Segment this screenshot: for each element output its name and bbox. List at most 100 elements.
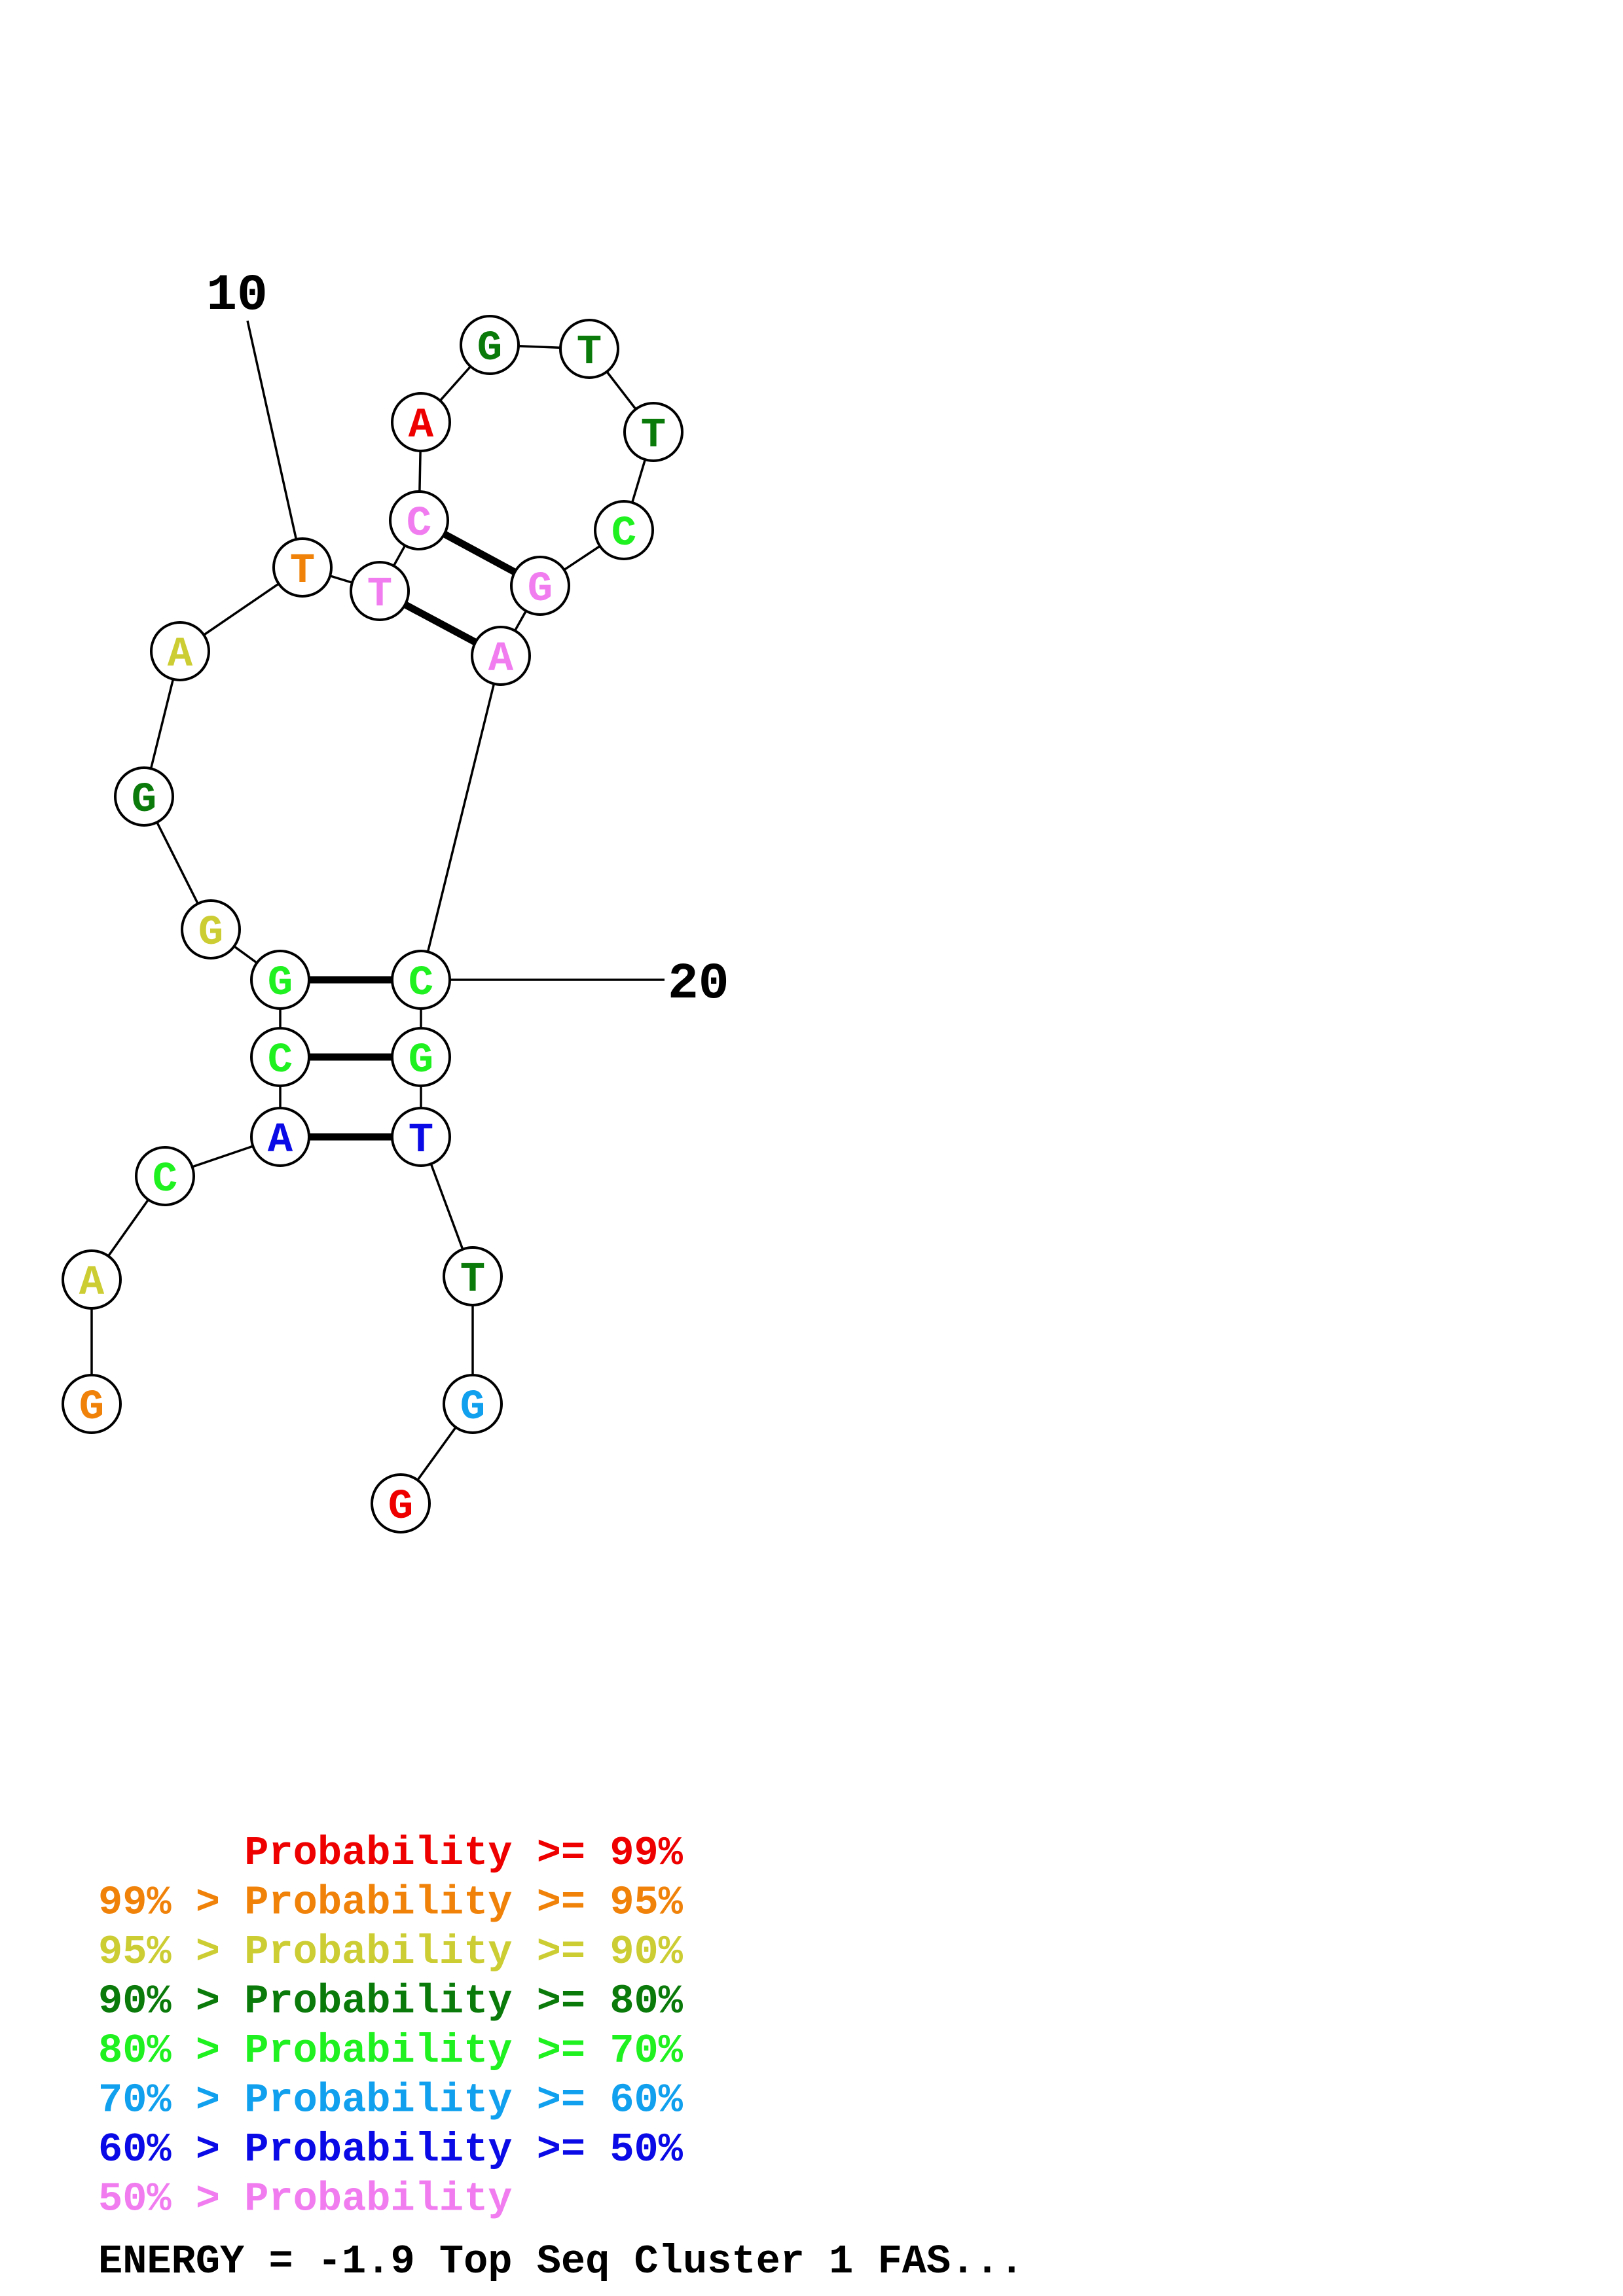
legend-entry: 60% > Probability >= 50% [98,2126,684,2173]
nucleotide-letter: G [132,777,156,824]
legend-entry: 70% > Probability >= 60% [98,2077,684,2124]
position-label: 20 [668,956,729,1013]
legend-entry: 95% > Probability >= 90% [98,1929,684,1975]
nucleotide: C [135,1146,195,1206]
nucleotide: A [62,1249,122,1310]
nucleotide: G [460,315,520,375]
nucleotide: G [371,1473,431,1534]
nucleotide-circle [391,1027,451,1087]
nucleotide-circle [389,490,449,550]
nucleotide-circle [62,1374,122,1434]
nucleotide: G [62,1374,122,1434]
nucleotide-letter: C [407,501,431,548]
nucleotide-letter: A [488,636,514,683]
nucleotide-letter: G [388,1484,413,1531]
nucleotide-letter: T [641,412,666,459]
legend-entry: 50% > Probability [98,2176,513,2223]
probability-legend: Probability >= 99%99% > Probability >= 9… [98,1830,684,2223]
legend-prefix: 99% > [98,1880,244,1926]
nucleotide-letter: T [577,329,602,376]
backbone-layer [90,344,655,1505]
nucleotide: C [594,500,654,560]
nucleotide: A [471,626,531,686]
nucleotide-letter: C [611,511,636,558]
nucleotide: G [114,766,174,827]
nucleotide-circle [250,1107,310,1167]
nucleotide-letter: G [409,1037,433,1085]
legend-body: Probability >= 99% [244,1830,684,1876]
legend-body: Probability >= 90% [244,1929,684,1975]
legend-body: Probability >= 50% [244,2126,684,2173]
position-tick [246,320,304,568]
nucleotide: T [443,1246,503,1306]
nucleotide-circle [272,537,333,598]
legend-prefix: 80% > [98,2028,244,2074]
nucleotide: T [272,537,333,598]
nucleotide: C [391,950,451,1010]
nucleotide-circle [510,556,570,616]
legend-prefix: 60% > [98,2126,244,2173]
nucleotide-letter: G [477,325,502,372]
nucleotide: G [510,556,570,616]
nucleotide: T [559,319,619,379]
nucleotide-letter: G [79,1384,104,1431]
nucleotide-letter: T [409,1117,433,1164]
nucleotide-letter: G [528,566,553,613]
nucleotide-circle [471,626,531,686]
legend-body: Probability >= 95% [244,1880,684,1926]
energy-footer: ENERGY = -1.9 Top Seq Cluster 1 FAS... [98,2238,1024,2285]
nucleotide: T [623,402,684,462]
legend-prefix: 90% > [98,1979,244,2025]
nucleotide: G [443,1374,503,1434]
nucleotide-letter: C [153,1157,177,1204]
nucleotide-letter: G [198,910,223,957]
legend-prefix: 70% > [98,2077,244,2124]
nucleotide: G [181,899,241,960]
nucleotide: C [389,490,449,550]
nucleotide-circle [391,950,451,1010]
backbone-link [420,655,502,980]
nucleotide-circle [391,1107,451,1167]
nucleotide-letter: A [268,1117,293,1164]
position-label-layer: 10 20 [206,267,729,1013]
nucleotide-circle [350,561,410,621]
nucleotide-circle [371,1473,431,1534]
nucleotide-circle [460,315,520,375]
nucleotide-letter: A [409,403,434,450]
nucleotide-circle [443,1246,503,1306]
nucleotide: G [250,950,310,1010]
nucleotide-circle [150,621,210,681]
nucleotide-letter: A [168,632,193,679]
nucleotide: G [391,1027,451,1087]
position-tick-layer [246,320,665,981]
nucleotide-circle [114,766,174,827]
nucleotide-letter: G [460,1384,485,1431]
nucleotide-circle [250,950,310,1010]
base-pair-bond [403,601,477,646]
legend-body: Probability [244,2176,512,2223]
nucleotide: A [250,1107,310,1167]
nucleotide-letter: T [460,1257,485,1304]
legend-body: Probability >= 60% [244,2077,684,2124]
nucleotide-circle [135,1146,195,1206]
base-pair-layer [309,531,517,1141]
legend-entry: 99% > Probability >= 95% [98,1880,684,1926]
nucleotide-letter: C [409,960,433,1007]
legend-prefix: 95% > [98,1929,244,1975]
position-label: 10 [206,267,268,325]
nucleotide-circle [623,402,684,462]
nucleotide-circle [391,392,451,452]
legend-body: Probability >= 70% [244,2028,684,2074]
legend-entry: Probability >= 99% [98,1830,684,1876]
nucleotide: A [150,621,210,681]
nucleotide-letter: T [367,571,392,619]
nucleotide: C [250,1027,310,1087]
legend-entry: 80% > Probability >= 70% [98,2028,684,2074]
nucleotide-circle [443,1374,503,1434]
nucleotide-circle [181,899,241,960]
base-pair-bond [443,531,517,575]
nucleotide-letter: T [290,548,315,595]
nucleotide-circle [62,1249,122,1310]
nucleotide: A [391,392,451,452]
